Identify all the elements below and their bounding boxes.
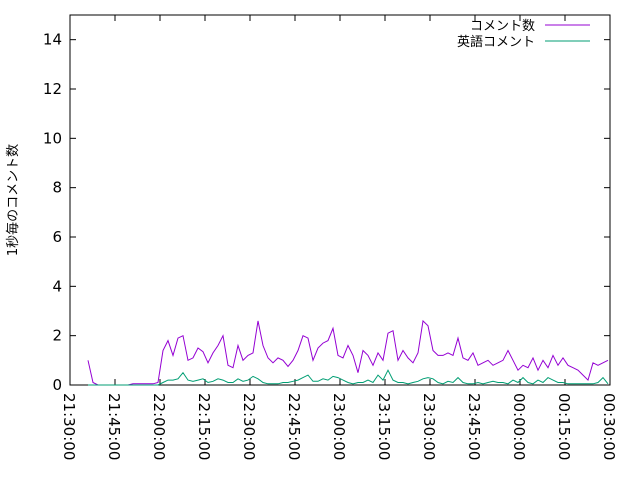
x-tick-label: 23:00:00 (330, 393, 348, 460)
x-tick-label: 23:30:00 (420, 393, 438, 460)
x-tick-label: 23:15:00 (375, 393, 393, 460)
y-tick-label: 14 (43, 31, 62, 49)
legend-label: コメント数 (470, 19, 535, 34)
y-tick-label: 10 (43, 129, 62, 147)
x-tick-label: 00:00:00 (510, 393, 528, 460)
x-tick-label: 23:45:00 (465, 393, 483, 460)
series-line-1 (88, 369, 609, 386)
x-tick-label: 00:15:00 (555, 393, 573, 460)
x-tick-label: 22:15:00 (195, 393, 213, 460)
x-tick-label: 22:00:00 (150, 393, 168, 460)
y-tick-label: 8 (52, 179, 62, 197)
y-tick-label: 6 (52, 228, 62, 246)
x-tick-label: 22:30:00 (240, 393, 258, 460)
x-tick-label: 00:30:00 (600, 393, 618, 460)
x-tick-label: 21:30:00 (60, 393, 78, 460)
legend-label: 英語コメント (457, 34, 535, 50)
x-tick-label: 21:45:00 (105, 393, 123, 460)
y-tick-label: 0 (52, 376, 62, 394)
y-tick-label: 4 (52, 277, 62, 295)
y-tick-label: 2 (52, 327, 62, 345)
plot-frame (69, 14, 611, 386)
y-tick-label: 12 (43, 80, 62, 98)
series-line-0 (87, 319, 609, 386)
x-tick-label: 22:45:00 (285, 393, 303, 460)
y-axis-label: 1秒毎のコメント数 (5, 144, 21, 256)
